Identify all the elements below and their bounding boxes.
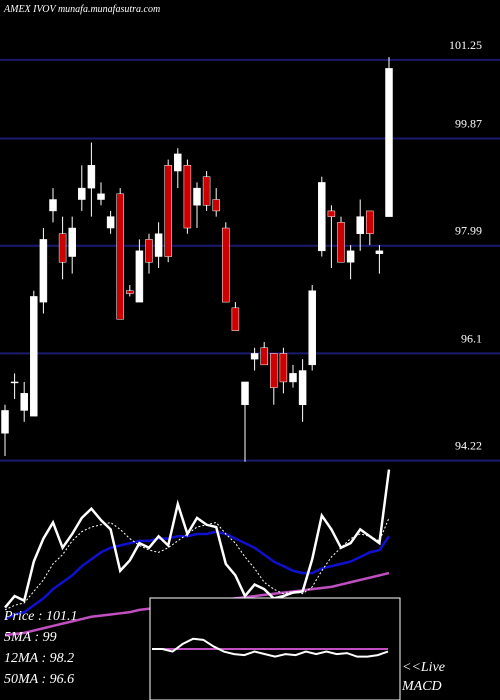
candle-body — [279, 353, 288, 383]
candle-body — [212, 199, 220, 212]
legend-entry: 50MA : 96.6 — [4, 672, 74, 687]
candle-body — [202, 176, 211, 206]
candle-body — [298, 370, 307, 405]
candle-body — [49, 199, 57, 212]
candle-body — [356, 216, 364, 234]
candle-body — [87, 165, 96, 189]
legend-entry: 5MA : 99 — [4, 630, 57, 645]
candle-body — [78, 187, 86, 200]
chart-title: AMEX IVOV munafa.munafasutra.com — [3, 4, 160, 15]
series-line — [4, 517, 390, 611]
candle-body — [308, 290, 316, 366]
candle-body — [164, 165, 172, 257]
candle-body — [222, 227, 230, 303]
candle-body — [174, 153, 182, 172]
candle-body — [10, 381, 19, 384]
candle-body — [289, 373, 297, 383]
candle-body — [241, 381, 249, 405]
candle-body — [327, 210, 336, 217]
candle-body — [20, 393, 28, 411]
series-line — [4, 469, 391, 609]
candle-body — [39, 239, 48, 303]
candle-body — [318, 182, 326, 252]
y-tick-label: 94.22 — [455, 439, 482, 453]
candle-body — [337, 222, 345, 263]
candle-body — [375, 250, 384, 254]
candle-body — [260, 347, 268, 366]
macd-live: <<Live — [402, 660, 445, 675]
candle-body — [58, 233, 67, 263]
legend-entry: 12MA : 98.2 — [4, 651, 74, 666]
candle-body — [145, 239, 153, 263]
y-tick-label: 99.87 — [455, 117, 482, 131]
legend-entry: Price : 101.1 — [3, 609, 77, 624]
candle-body — [250, 353, 259, 360]
y-tick-label: 101.25 — [449, 38, 482, 52]
candle-body — [346, 250, 355, 263]
candle-body — [366, 210, 374, 234]
candle-body — [106, 216, 115, 229]
y-tick-label: 96.1 — [461, 331, 482, 345]
macd-line — [152, 637, 389, 658]
macd-label: MACD — [401, 679, 442, 694]
candle-body — [116, 193, 124, 320]
candle-body — [385, 68, 393, 217]
candle-body — [135, 250, 144, 303]
candle-body — [154, 233, 163, 257]
y-tick-label: 97.99 — [455, 224, 482, 238]
candle-body — [231, 307, 240, 331]
candle-body — [126, 290, 134, 294]
candle-body — [270, 353, 278, 388]
series-line — [4, 530, 391, 621]
candle-body — [1, 410, 9, 434]
candle-body — [193, 187, 201, 206]
candle-body — [68, 227, 76, 257]
candle-body — [97, 193, 105, 200]
candle-body — [183, 165, 192, 229]
candle-body — [30, 296, 38, 417]
